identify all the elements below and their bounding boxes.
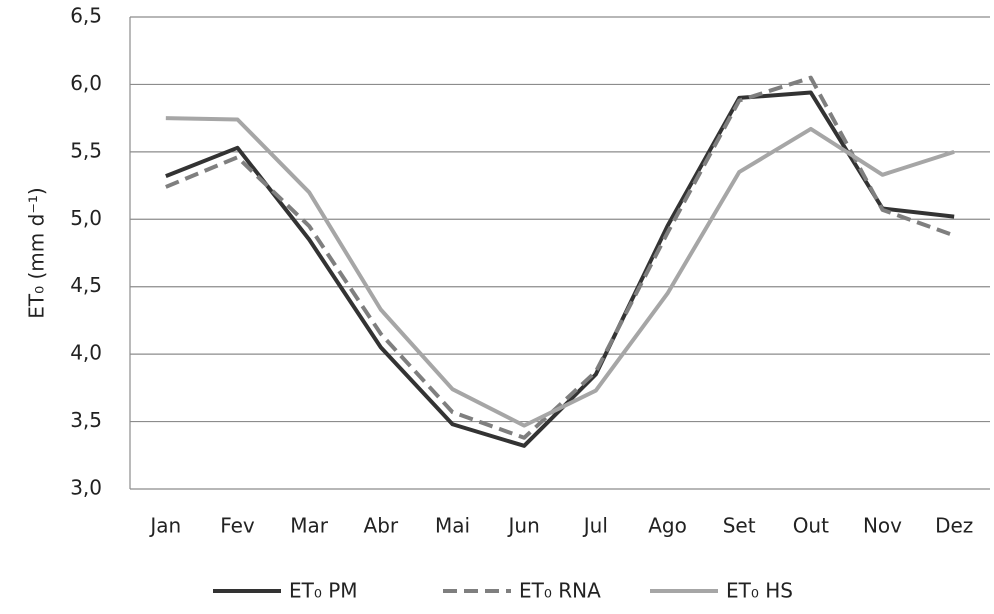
x-tick-label: Set [723,514,756,538]
legend-label: ET₀ RNA [519,579,601,603]
y-tick-label: 3,5 [70,408,102,432]
x-tick-label: Nov [863,514,902,538]
x-tick-label: Jul [582,514,608,538]
x-tick-label: Dez [935,514,973,538]
y-tick-label: 3,0 [70,476,102,500]
y-tick-label: 6,0 [70,71,102,95]
series-line [165,75,955,440]
x-tick-label: Jun [507,514,540,538]
series-line [165,116,955,428]
x-tick-label: Abr [364,514,399,538]
x-tick-label: Fev [220,514,255,538]
legend-label: ET₀ HS [726,579,793,603]
y-tick-label: 6,5 [70,4,102,28]
x-tick-label: Mai [435,514,470,538]
y-axis-label: ET₀ (mm d⁻¹) [25,187,49,318]
y-tick-label: 5,0 [70,206,102,230]
y-tick-label: 4,5 [70,273,102,297]
y-tick-label: 5,5 [70,138,102,162]
legend-label: ET₀ PM [289,579,358,603]
y-tick-label: 4,0 [70,341,102,365]
x-tick-label: Jan [148,514,181,538]
x-tick-label: Ago [648,514,687,538]
x-tick-label: Mar [290,514,329,538]
x-tick-label: Out [793,514,829,538]
